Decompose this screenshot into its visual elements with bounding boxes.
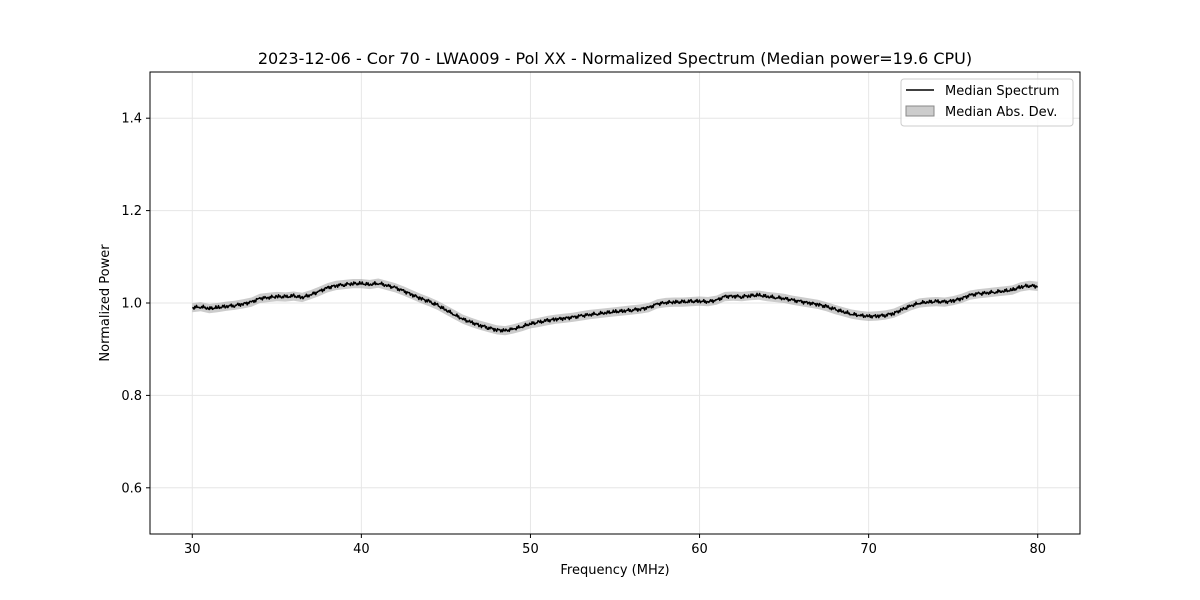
x-tick-label: 40	[353, 542, 370, 557]
x-tick-label: 80	[1029, 542, 1046, 557]
median-spectrum-line	[192, 280, 1039, 333]
legend-entry-median-abs-dev: Median Abs. Dev.	[945, 105, 1057, 120]
chart-title: 2023-12-06 - Cor 70 - LWA009 - Pol XX - …	[258, 49, 972, 68]
y-axis-label: Normalized Power	[98, 244, 113, 362]
y-tick-label: 0.8	[121, 389, 142, 404]
legend-box	[900, 78, 1074, 127]
median-abs-dev-band	[192, 278, 1038, 336]
x-tick-label: 70	[860, 542, 877, 557]
legend-entry-median-spectrum: Median Spectrum	[945, 84, 1059, 99]
x-axis-label: Frequency (MHz)	[560, 563, 669, 578]
x-tick-label: 60	[691, 542, 708, 557]
y-tick-label: 1.4	[121, 112, 142, 127]
y-tick-label: 1.0	[121, 297, 142, 312]
mad-band-layer	[192, 278, 1038, 336]
spectrum-line-layer	[192, 280, 1039, 333]
x-tick-label: 50	[522, 542, 539, 557]
x-tick-label: 30	[184, 542, 201, 557]
y-tick-label: 1.2	[121, 204, 142, 219]
tick-layer: 30 40 50 60 70 80 0.6 0.8 1.0 1.2 1.4	[121, 112, 1046, 557]
y-tick-label: 0.6	[121, 481, 142, 496]
legend-band-swatch	[905, 105, 935, 117]
legend: Median Spectrum Median Abs. Dev.	[900, 78, 1074, 127]
